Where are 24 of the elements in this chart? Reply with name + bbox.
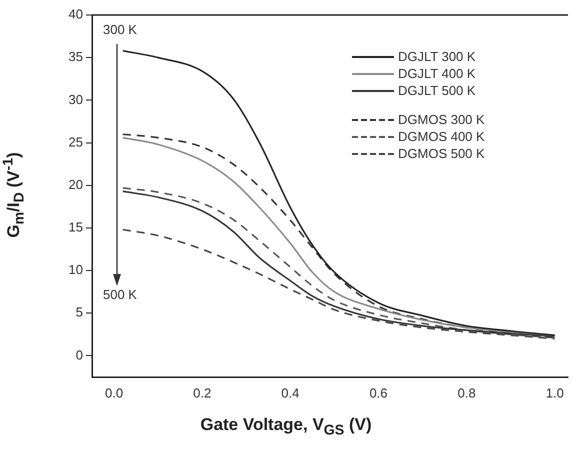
x-tick-label: 1.0 [546,385,564,400]
legend-label: DGJLT 500 K [398,83,476,98]
y-tick-label: 10 [68,262,83,278]
y-tick-label: 35 [68,49,83,64]
legend-label: DGJLT 400 K [398,66,476,81]
legend-label: DGMOS 500 K [398,146,485,161]
y-tick-label: 15 [68,220,83,235]
x-tick-label: 0.2 [193,385,212,400]
annotation: 300 K [103,22,137,37]
y-tick-label: 5 [76,304,83,320]
y-tick-label: 40 [68,6,83,22]
legend-label: DGMOS 400 K [398,129,485,144]
y-tick-label: 25 [68,134,83,150]
x-tick-label: 0.4 [281,385,300,400]
x-tick-label: 0.0 [105,385,124,400]
y-tick-label: 30 [68,92,83,107]
legend-label: DGMOS 300 K [398,112,485,127]
x-tick-label: 0.8 [458,385,476,400]
y-tick-label: 20 [68,176,83,192]
legend-label: DGJLT 300 K [398,49,476,64]
x-axis-title: Gate Voltage, V$_{GS}$ (V) [199,415,373,438]
annotation: 500 K [103,287,137,302]
x-tick-label: 0.6 [369,385,388,400]
y-tick-label: 0 [76,347,83,362]
